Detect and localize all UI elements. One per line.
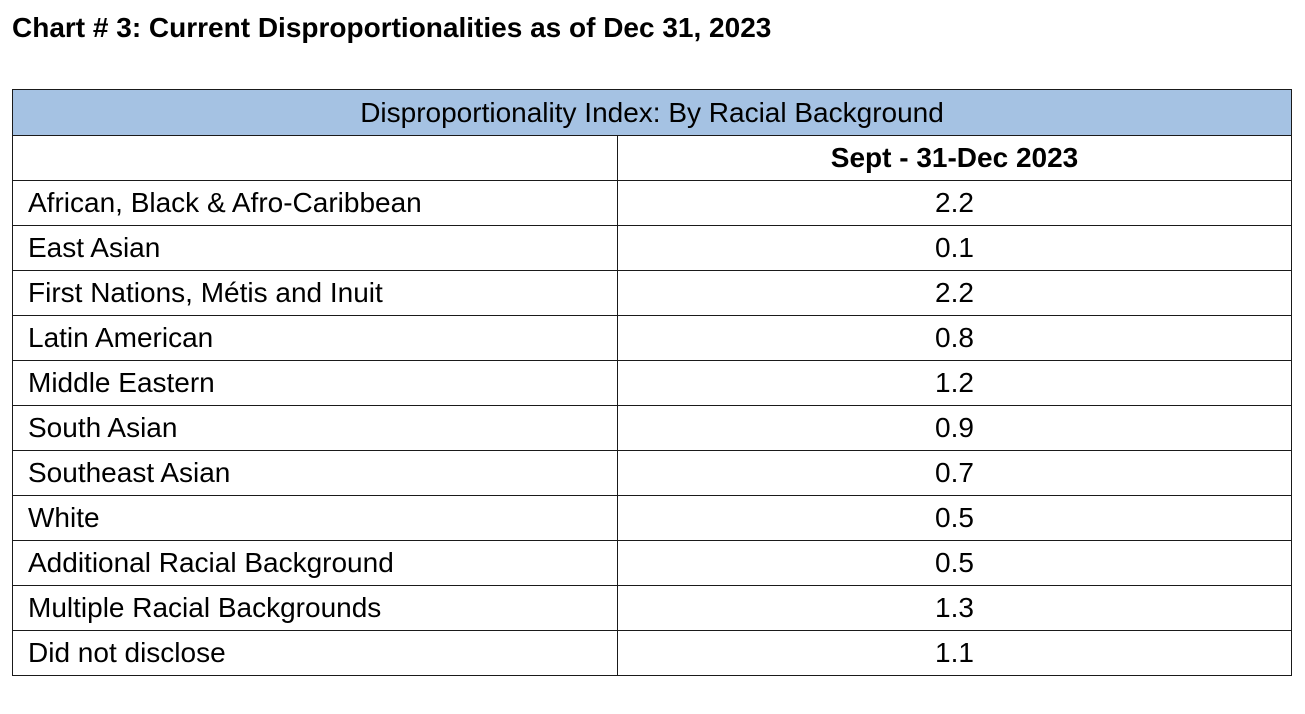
- table-row: Latin American 0.8: [12, 315, 1292, 361]
- table-row: East Asian 0.1: [12, 225, 1292, 271]
- row-value: 0.1: [617, 225, 1292, 271]
- chart-title: Chart # 3: Current Disproportionalities …: [12, 12, 772, 43]
- row-label: Latin American: [12, 315, 618, 361]
- table-row: Did not disclose 1.1: [12, 630, 1292, 676]
- row-value: 0.5: [617, 540, 1292, 586]
- row-value: 0.8: [617, 315, 1292, 361]
- table-row: First Nations, Métis and Inuit 2.2: [12, 270, 1292, 316]
- row-label: Did not disclose: [12, 630, 618, 676]
- table-row: African, Black & Afro-Caribbean 2.2: [12, 180, 1292, 226]
- table-caption-row: Disproportionality Index: By Racial Back…: [12, 89, 1292, 136]
- table-row: South Asian 0.9: [12, 405, 1292, 451]
- table-row: White 0.5: [12, 495, 1292, 541]
- column-header-period: Sept - 31-Dec 2023: [617, 135, 1292, 181]
- row-label: Middle Eastern: [12, 360, 618, 406]
- table-row: Multiple Racial Backgrounds 1.3: [12, 585, 1292, 631]
- row-label: Multiple Racial Backgrounds: [12, 585, 618, 631]
- row-value: 2.2: [617, 270, 1292, 316]
- row-label: East Asian: [12, 225, 618, 271]
- row-value: 0.5: [617, 495, 1292, 541]
- row-value: 1.1: [617, 630, 1292, 676]
- column-header-category: [12, 135, 618, 181]
- row-value: 0.7: [617, 450, 1292, 496]
- table-body: African, Black & Afro-Caribbean 2.2 East A…: [12, 180, 1292, 676]
- disproportionality-table: Disproportionality Index: By Racial Back…: [12, 89, 1292, 676]
- row-label: First Nations, Métis and Inuit: [12, 270, 618, 316]
- table-row: Additional Racial Background 0.5: [12, 540, 1292, 586]
- table-row: Middle Eastern 1.2: [12, 360, 1292, 406]
- table-caption: Disproportionality Index: By Racial Back…: [12, 89, 1292, 136]
- row-label: South Asian: [12, 405, 618, 451]
- row-label: White: [12, 495, 618, 541]
- row-label: African, Black & Afro-Caribbean: [12, 180, 618, 226]
- row-value: 0.9: [617, 405, 1292, 451]
- table-header-row: Sept - 31-Dec 2023: [12, 135, 1292, 181]
- row-value: 1.3: [617, 585, 1292, 631]
- row-value: 1.2: [617, 360, 1292, 406]
- table-row: Southeast Asian 0.7: [12, 450, 1292, 496]
- row-label: Southeast Asian: [12, 450, 618, 496]
- row-value: 2.2: [617, 180, 1292, 226]
- row-label: Additional Racial Background: [12, 540, 618, 586]
